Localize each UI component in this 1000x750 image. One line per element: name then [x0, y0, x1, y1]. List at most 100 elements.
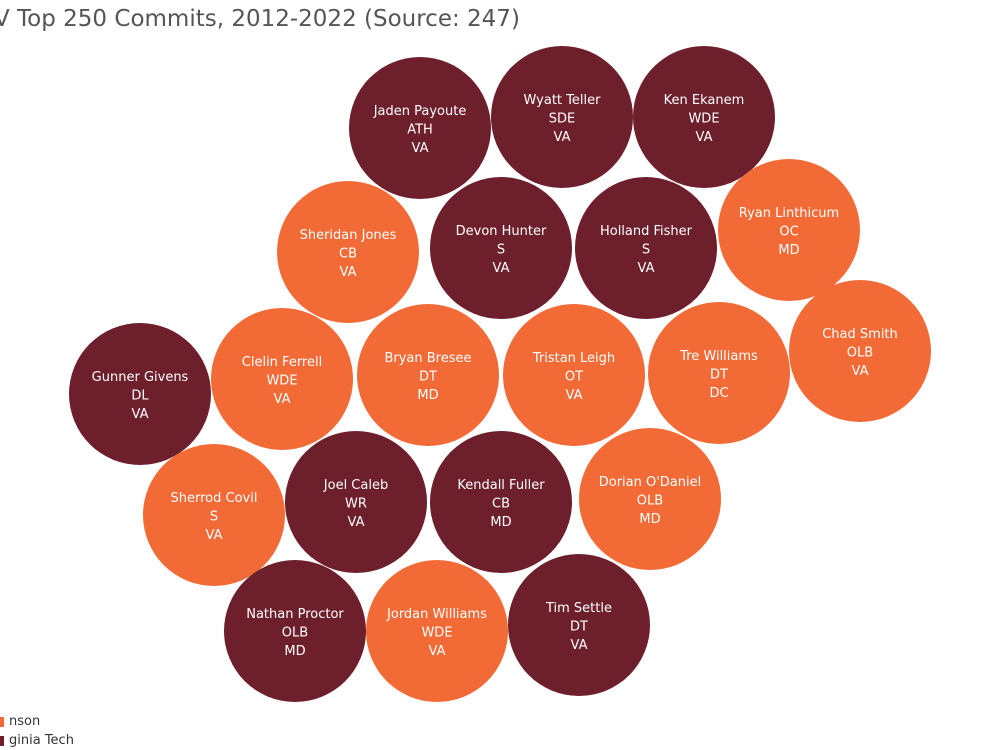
- bubble-state-label: MD: [778, 243, 799, 258]
- bubble-gunner-givens[interactable]: Gunner Givens DL VA: [69, 323, 211, 465]
- bubble-name-label: Dorian O'Daniel: [599, 475, 702, 490]
- bubble-position-label: ATH: [407, 123, 433, 138]
- bubble-circle-jaden-payoute[interactable]: [349, 57, 491, 199]
- bubble-state-label: VA: [340, 265, 357, 280]
- bubble-state-label: VA: [852, 364, 869, 379]
- bubble-name-label: Jaden Payoute: [373, 104, 467, 119]
- bubble-circle-chad-smith[interactable]: [789, 280, 931, 422]
- bubble-circle-sherrod-covil[interactable]: [143, 444, 285, 586]
- bubble-state-label: VA: [206, 528, 223, 543]
- bubble-position-label: WDE: [421, 626, 452, 641]
- bubble-position-label: S: [497, 243, 505, 258]
- bubble-circle-joel-caleb[interactable]: [285, 431, 427, 573]
- bubble-state-label: VA: [566, 388, 583, 403]
- bubble-position-label: OLB: [637, 494, 663, 509]
- bubble-name-label: Gunner Givens: [92, 370, 189, 385]
- bubble-circle-bryan-bresee[interactable]: [357, 304, 499, 446]
- bubble-kendall-fuller[interactable]: Kendall Fuller CB MD: [430, 431, 572, 573]
- bubble-position-label: CB: [492, 497, 510, 512]
- bubble-nathan-proctor[interactable]: Nathan Proctor OLB MD: [224, 560, 366, 702]
- bubble-circle-devon-hunter[interactable]: [430, 177, 572, 319]
- bubble-name-label: Wyatt Teller: [524, 93, 602, 108]
- legend: nson ginia Tech: [0, 712, 74, 750]
- bubble-tristan-leigh[interactable]: Tristan Leigh OT VA: [503, 304, 645, 446]
- bubble-position-label: DT: [419, 370, 437, 385]
- bubble-state-label: MD: [639, 512, 660, 527]
- bubble-name-label: Joel Caleb: [323, 478, 388, 493]
- bubble-name-label: Kendall Fuller: [457, 478, 545, 493]
- bubble-name-label: Ken Ekanem: [664, 93, 745, 108]
- legend-item-virginia-tech[interactable]: ginia Tech: [0, 731, 74, 750]
- legend-swatch-virginia-tech: [0, 735, 4, 746]
- legend-item-other[interactable]: nson: [0, 712, 74, 731]
- bubble-circle-dorian-o-daniel[interactable]: [579, 428, 721, 570]
- bubble-circle-ryan-linthicum[interactable]: [718, 159, 860, 301]
- bubble-position-label: S: [642, 243, 650, 258]
- bubble-clelin-ferrell[interactable]: Clelin Ferrell WDE VA: [211, 308, 353, 450]
- bubble-state-label: MD: [490, 515, 511, 530]
- bubble-name-label: Clelin Ferrell: [242, 355, 322, 370]
- bubble-state-label: VA: [493, 261, 510, 276]
- bubble-position-label: WDE: [688, 112, 719, 127]
- bubble-circle-ken-ekanem[interactable]: [633, 46, 775, 188]
- bubble-position-label: WR: [345, 497, 367, 512]
- bubble-position-label: S: [210, 510, 218, 525]
- bubble-circle-tre-williams[interactable]: [648, 302, 790, 444]
- bubble-sheridan-jones[interactable]: Sheridan Jones CB VA: [277, 181, 419, 323]
- bubble-circle-nathan-proctor[interactable]: [224, 560, 366, 702]
- bubble-circle-gunner-givens[interactable]: [69, 323, 211, 465]
- bubble-position-label: DT: [570, 620, 588, 635]
- bubble-circle-kendall-fuller[interactable]: [430, 431, 572, 573]
- bubble-state-label: MD: [284, 644, 305, 659]
- bubble-name-label: Tre Williams: [679, 349, 758, 364]
- bubble-state-label: VA: [348, 515, 365, 530]
- bubble-ryan-linthicum[interactable]: Ryan Linthicum OC MD: [718, 159, 860, 301]
- bubble-joel-caleb[interactable]: Joel Caleb WR VA: [285, 431, 427, 573]
- bubble-circle-jordan-williams[interactable]: [366, 560, 508, 702]
- bubble-ken-ekanem[interactable]: Ken Ekanem WDE VA: [633, 46, 775, 188]
- bubble-holland-fisher[interactable]: Holland Fisher S VA: [575, 177, 717, 319]
- bubble-name-label: Chad Smith: [822, 327, 898, 342]
- bubble-circle-wyatt-teller[interactable]: [491, 46, 633, 188]
- bubble-circle-holland-fisher[interactable]: [575, 177, 717, 319]
- bubble-state-label: MD: [417, 388, 438, 403]
- bubble-chad-smith[interactable]: Chad Smith OLB VA: [789, 280, 931, 422]
- bubble-circle-tristan-leigh[interactable]: [503, 304, 645, 446]
- bubble-name-label: Bryan Bresee: [384, 351, 471, 366]
- bubble-bryan-bresee[interactable]: Bryan Bresee DT MD: [357, 304, 499, 446]
- bubble-state-label: DC: [709, 386, 728, 401]
- bubble-state-label: VA: [571, 638, 588, 653]
- bubble-state-label: VA: [132, 407, 149, 422]
- chart-title: V Top 250 Commits, 2012-2022 (Source: 24…: [0, 6, 520, 32]
- bubble-circle-clelin-ferrell[interactable]: [211, 308, 353, 450]
- bubble-name-label: Holland Fisher: [600, 224, 693, 239]
- bubble-name-label: Tristan Leigh: [532, 351, 615, 366]
- bubble-tim-settle[interactable]: Tim Settle DT VA: [508, 554, 650, 696]
- bubble-state-label: VA: [429, 644, 446, 659]
- bubble-dorian-o-daniel[interactable]: Dorian O'Daniel OLB MD: [579, 428, 721, 570]
- bubble-position-label: DL: [131, 389, 149, 404]
- bubble-devon-hunter[interactable]: Devon Hunter S VA: [430, 177, 572, 319]
- bubble-name-label: Tim Settle: [545, 601, 612, 616]
- bubble-circle-sheridan-jones[interactable]: [277, 181, 419, 323]
- bubble-jaden-payoute[interactable]: Jaden Payoute ATH VA: [349, 57, 491, 199]
- bubble-state-label: VA: [638, 261, 655, 276]
- bubble-name-label: Sherrod Covil: [171, 491, 258, 506]
- bubble-name-label: Sheridan Jones: [300, 228, 397, 243]
- bubble-position-label: OT: [565, 370, 583, 385]
- bubble-position-label: SDE: [549, 112, 575, 127]
- bubble-state-label: VA: [412, 141, 429, 156]
- bubble-sherrod-covil[interactable]: Sherrod Covil S VA: [143, 444, 285, 586]
- bubble-tre-williams[interactable]: Tre Williams DT DC: [648, 302, 790, 444]
- legend-label-other: nson: [9, 714, 41, 729]
- bubble-position-label: DT: [710, 368, 728, 383]
- legend-swatch-other: [0, 716, 4, 727]
- bubble-jordan-williams[interactable]: Jordan Williams WDE VA: [366, 560, 508, 702]
- bubble-state-label: VA: [554, 130, 571, 145]
- bubble-circle-tim-settle[interactable]: [508, 554, 650, 696]
- bubble-state-label: VA: [696, 130, 713, 145]
- bubble-name-label: Devon Hunter: [456, 224, 547, 239]
- bubble-wyatt-teller[interactable]: Wyatt Teller SDE VA: [491, 46, 633, 188]
- bubble-name-label: Nathan Proctor: [246, 607, 344, 622]
